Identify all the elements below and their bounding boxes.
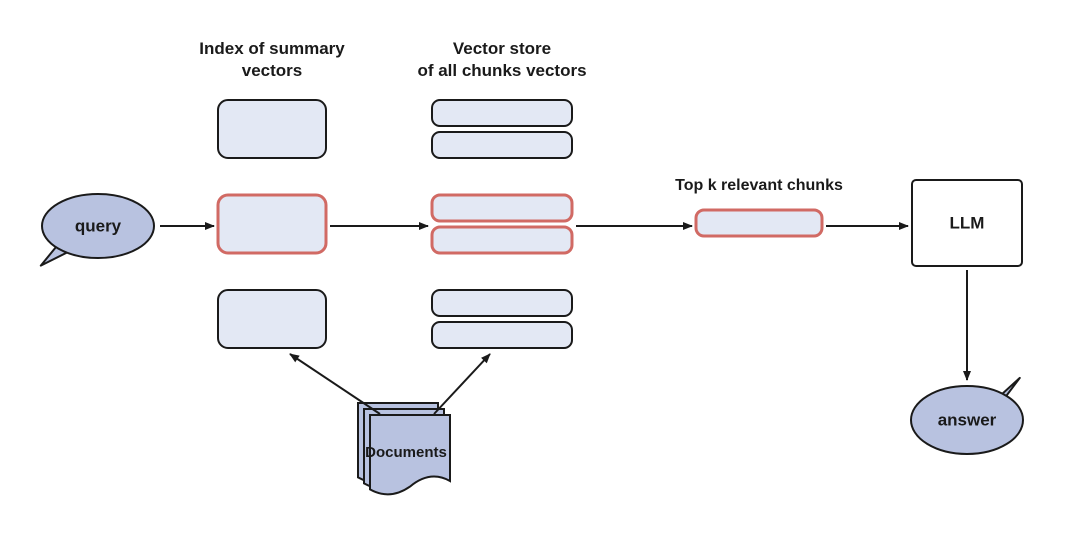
summary-box-0 <box>218 100 326 158</box>
chunk-2-bot <box>432 322 572 348</box>
chunk-1-top <box>432 195 572 221</box>
answer-text: answer <box>938 410 997 429</box>
topk-label: Top k relevant chunks <box>675 177 843 194</box>
summary-box-1 <box>218 195 326 253</box>
topk-chunk <box>696 210 822 236</box>
llm-text: LLM <box>950 213 985 232</box>
chunk-1-bot <box>432 227 572 253</box>
rag-diagram: Index of summary vectors Vector store of al… <box>0 0 1080 540</box>
chunk-2-top <box>432 290 572 316</box>
index-heading-1: Index of summary <box>199 39 345 58</box>
chunk-0-top <box>432 100 572 126</box>
documents-text: Documents <box>365 444 447 461</box>
index-heading-2: vectors <box>242 61 302 80</box>
vector-heading-2: of all chunks vectors <box>417 61 586 80</box>
summary-box-2 <box>218 290 326 348</box>
chunk-0-bot <box>432 132 572 158</box>
vector-heading-1: Vector store <box>453 39 551 58</box>
query-text: query <box>75 216 122 235</box>
